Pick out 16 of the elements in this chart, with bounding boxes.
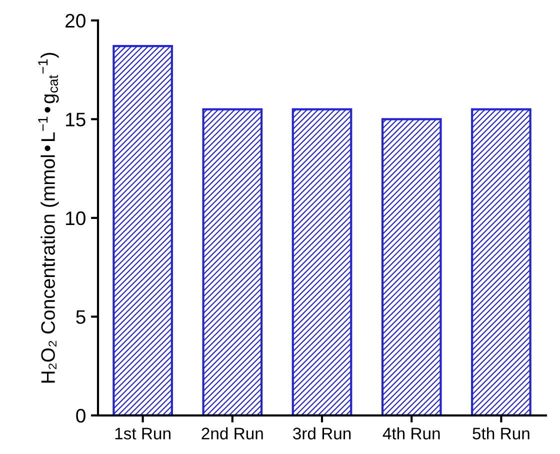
- bar: [292, 108, 352, 416]
- bar: [471, 108, 532, 416]
- bar: [202, 108, 263, 416]
- y-tick-label: 0: [76, 408, 86, 423]
- x-tick-label: 5th Run: [472, 427, 530, 440]
- y-axis-title: H₂O₂ Concentration (mmol•L$^{−1}$•g$_{cat}$$^{−1}$): [38, 52, 59, 383]
- x-tick-label: 3rd Run: [292, 427, 351, 440]
- x-tick-label: 1st Run: [115, 428, 170, 440]
- x-tick-label: 4th Run: [382, 427, 440, 440]
- bar: [112, 45, 173, 416]
- y-tick-label: 10: [66, 211, 86, 226]
- x-tick-label: 2nd Run: [202, 427, 263, 440]
- y-tick-label: 20: [66, 14, 86, 28]
- bar: [381, 118, 442, 416]
- y-tick-label: 15: [66, 112, 86, 126]
- y-tick-label: 5: [76, 310, 86, 324]
